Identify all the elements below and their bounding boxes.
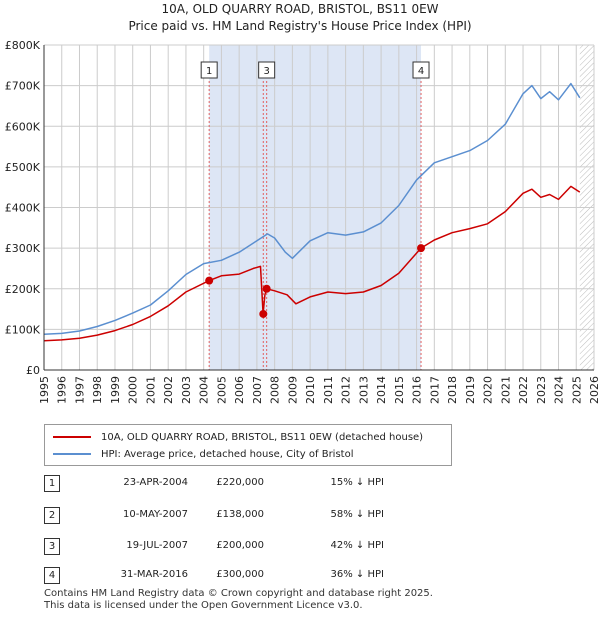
transaction-row: 2 10-MAY-2007 £138,000 58% ↓ HPI <box>44 507 444 527</box>
legend-swatch-hpi <box>53 453 91 455</box>
transaction-date: 31-MAR-2016 <box>120 569 188 580</box>
property-price-line <box>43 185 581 342</box>
x-tick-label: 2024 <box>553 376 566 404</box>
y-tick-label: £100K <box>5 323 41 336</box>
legend-entry-property: 10A, OLD QUARRY ROAD, BRISTOL, BS11 0EW … <box>53 429 423 445</box>
x-tick-label: 2013 <box>357 376 370 404</box>
x-tick-label: 2007 <box>251 376 264 404</box>
legend-label-hpi: HPI: Average price, detached house, City… <box>101 448 354 460</box>
chart-legend: 10A, OLD QUARRY ROAD, BRISTOL, BS11 0EW … <box>44 424 452 466</box>
x-tick-label: 2020 <box>482 376 495 404</box>
transaction-number: 4 <box>44 567 60 584</box>
y-tick-label: £700K <box>5 80 41 93</box>
transaction-row: 3 19-JUL-2007 £200,000 42% ↓ HPI <box>44 538 444 558</box>
x-tick-label: 2015 <box>393 376 406 404</box>
transaction-hpi-diff: 36% ↓ HPI <box>330 569 384 580</box>
transaction-4-point <box>417 244 426 253</box>
attribution-footer: Contains HM Land Registry data © Crown c… <box>44 588 433 612</box>
x-tick-label: 2006 <box>233 376 246 404</box>
x-tick-label: 2023 <box>535 376 548 404</box>
y-tick-label: £800K <box>5 39 41 52</box>
transaction-date: 19-JUL-2007 <box>126 540 188 551</box>
y-tick-label: £500K <box>5 161 41 174</box>
x-tick-label: 1995 <box>38 376 51 404</box>
transaction-date: 10-MAY-2007 <box>122 509 188 520</box>
x-tick-label: 1997 <box>73 376 86 404</box>
price-chart: 1 3 4 £0 £100K £200K £300K £400K £500K £600K £700K… <box>5 39 600 404</box>
attribution-line-licence: This data is licensed under the Open Gov… <box>44 600 363 611</box>
x-tick-label: 2012 <box>340 376 353 404</box>
transaction-number: 2 <box>44 507 60 524</box>
x-tick-label: 2018 <box>446 376 459 404</box>
x-tick-label: 2011 <box>322 376 335 404</box>
x-tick-label: 2021 <box>499 376 512 404</box>
transaction-number: 3 <box>44 538 60 555</box>
transaction-3-label-box <box>258 61 276 79</box>
y-tick-label: £200K <box>5 283 41 296</box>
chart-title-address: 10A, OLD QUARRY ROAD, BRISTOL, BS11 0EW <box>161 2 439 16</box>
y-tick-label: £400K <box>5 202 41 215</box>
transaction-price: £138,000 <box>216 509 264 520</box>
transaction-1-label: 1 <box>206 66 212 77</box>
transaction-row: 1 23-APR-2004 £220,000 15% ↓ HPI <box>44 475 444 495</box>
transaction-hpi-diff: 58% ↓ HPI <box>330 509 384 520</box>
x-tick-label: 2016 <box>411 376 424 404</box>
transaction-1-point <box>205 276 214 285</box>
transaction-3-label: 3 <box>263 66 269 77</box>
x-tick-label: 2022 <box>517 376 530 404</box>
legend-swatch-property <box>53 436 91 438</box>
y-tick-label: £0 <box>26 364 40 377</box>
attribution-line-copyright: Contains HM Land Registry data © Crown c… <box>44 588 433 599</box>
x-tick-label: 2017 <box>428 376 441 404</box>
transaction-date: 23-APR-2004 <box>123 477 188 488</box>
x-tick-label: 2026 <box>588 376 600 404</box>
x-tick-label: 2008 <box>269 376 282 404</box>
transaction-row: 4 31-MAR-2016 £300,000 36% ↓ HPI <box>44 567 444 587</box>
x-tick-label: 2002 <box>162 376 175 404</box>
transaction-4-label-box <box>412 61 430 79</box>
x-tick-label: 2001 <box>144 376 157 404</box>
transaction-4-label: 4 <box>418 66 424 77</box>
transaction-3-point <box>262 284 271 293</box>
x-tick-label: 2005 <box>215 376 228 404</box>
transaction-1-label-box <box>200 61 218 79</box>
x-tick-label: 2004 <box>198 376 211 404</box>
transaction-price: £300,000 <box>216 569 264 580</box>
transaction-hpi-diff: 15% ↓ HPI <box>330 477 384 488</box>
y-tick-label: £300K <box>5 242 41 255</box>
transaction-price: £220,000 <box>216 477 264 488</box>
x-tick-label: 2019 <box>464 376 477 404</box>
transaction-hpi-diff: 42% ↓ HPI <box>330 540 384 551</box>
hpi-line <box>43 82 581 336</box>
y-tick-label: £600K <box>5 120 41 133</box>
chart-subtitle: Price paid vs. HM Land Registry's House … <box>128 19 472 33</box>
x-tick-label: 1996 <box>56 376 69 404</box>
legend-label-property: 10A, OLD QUARRY ROAD, BRISTOL, BS11 0EW … <box>101 431 424 443</box>
x-tick-label: 1998 <box>91 376 104 404</box>
x-tick-label: 2010 <box>304 376 317 404</box>
transaction-price: £200,000 <box>216 540 264 551</box>
x-tick-label: 2000 <box>127 376 140 404</box>
x-tick-label: 1999 <box>109 376 122 404</box>
x-tick-label: 2003 <box>180 376 193 404</box>
x-tick-label: 2009 <box>286 376 299 404</box>
transaction-2-point <box>259 309 268 318</box>
legend-entry-hpi: HPI: Average price, detached house, City… <box>53 446 354 462</box>
transaction-number: 1 <box>44 475 60 492</box>
x-tick-label: 2014 <box>375 376 388 404</box>
x-tick-label: 2025 <box>570 376 583 404</box>
